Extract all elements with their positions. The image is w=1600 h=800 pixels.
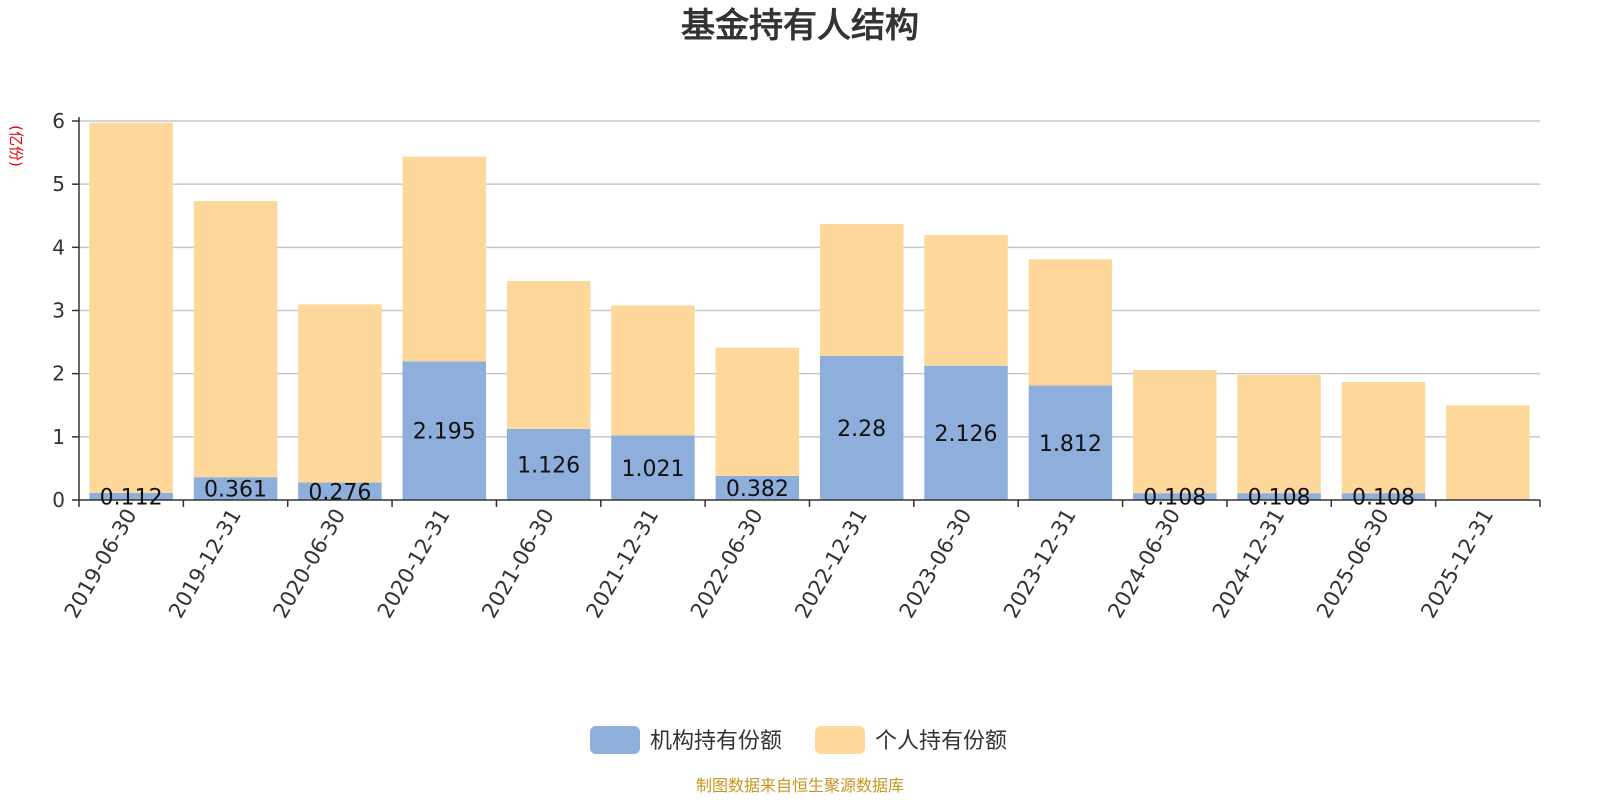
bar-institutional <box>298 482 382 500</box>
bar-individual <box>402 156 486 362</box>
y-tick-label: 3 <box>52 299 65 323</box>
bar-individual <box>1446 405 1530 500</box>
x-tick-label: 2021-06-30 <box>477 505 559 623</box>
legend-swatch <box>815 726 865 754</box>
x-tick-label: 2024-06-30 <box>1103 505 1185 623</box>
legend-label: 个人持有份额 <box>875 729 1007 754</box>
bar-institutional <box>1028 385 1113 500</box>
data-label: 0.382 <box>726 477 789 502</box>
bar-individual <box>715 347 800 476</box>
bar-institutional <box>193 477 278 500</box>
data-source-note: 制图数据来自恒生聚源数据库 <box>696 776 904 795</box>
bar-institutional <box>402 361 486 500</box>
y-tick-label: 4 <box>52 235 65 259</box>
data-label: 1.812 <box>1039 432 1102 457</box>
bar-individual <box>924 234 1008 366</box>
bar-individual <box>1028 259 1113 386</box>
data-labels: 0.112 0.361 0.276 2.195 1.126 1.021 0.382 2.28 2… <box>100 417 1415 511</box>
y-tick-label: 0 <box>52 488 65 512</box>
data-label: 1.021 <box>621 457 684 482</box>
bar-individual <box>611 305 695 436</box>
y-tick-label: 1 <box>52 425 65 449</box>
bar-individual <box>89 122 173 493</box>
data-label: 0.112 <box>100 485 163 510</box>
bar-institutional <box>506 428 591 500</box>
data-label: 0.108 <box>1248 486 1311 511</box>
bar-individual <box>1341 382 1426 494</box>
bar-individual <box>1133 370 1217 494</box>
x-tick-label: 2019-06-30 <box>60 505 142 623</box>
x-tick-label: 2024-12-31 <box>1208 505 1290 623</box>
bar-individual <box>298 304 382 483</box>
bar-institutional <box>611 435 695 500</box>
bar-institutional <box>89 492 173 500</box>
bar-individual <box>193 201 278 478</box>
data-label: 0.108 <box>1143 486 1206 511</box>
data-label: 0.361 <box>204 478 267 503</box>
legend-label: 机构持有份额 <box>650 729 782 754</box>
x-tick-label: 2022-06-30 <box>686 505 768 623</box>
bars <box>89 122 1530 500</box>
x-tick-label: 2020-06-30 <box>268 505 350 623</box>
data-label: 2.28 <box>837 417 886 442</box>
x-tick-label: 2020-12-31 <box>373 505 455 623</box>
bar-institutional <box>715 475 800 500</box>
data-label: 1.126 <box>517 453 580 478</box>
bar-institutional <box>1133 493 1217 500</box>
bar-individual <box>1237 375 1321 494</box>
x-tick-label: 2025-12-31 <box>1416 505 1498 623</box>
y-tick-label: 2 <box>52 362 65 386</box>
bar-institutional <box>819 355 904 500</box>
y-tick-label: 6 <box>52 109 65 133</box>
data-label: 0.108 <box>1352 486 1415 511</box>
bar-institutional <box>1237 493 1321 500</box>
data-label: 2.195 <box>413 420 476 445</box>
bar-institutional <box>924 365 1008 500</box>
bar-individual <box>506 281 591 429</box>
x-tick-label: 2021-12-31 <box>581 505 663 623</box>
legend-swatch <box>590 726 640 754</box>
y-tick-label: 5 <box>52 172 65 196</box>
chart-title: 基金持有人结构 <box>681 6 919 46</box>
x-tick-label: 2019-12-31 <box>164 505 246 623</box>
data-label: 2.126 <box>935 422 998 447</box>
legend: 机构持有份额 个人持有份额 <box>590 726 1007 754</box>
data-label: 0.276 <box>308 480 371 505</box>
bar-institutional <box>1341 493 1426 500</box>
x-tick-label: 2023-06-30 <box>895 504 977 622</box>
bar-individual <box>819 223 904 356</box>
x-tick-label: 2023-12-31 <box>999 505 1081 623</box>
x-tick-label: 2025-06-30 <box>1312 505 1394 623</box>
x-tick-label: 2022-12-31 <box>790 505 872 623</box>
y-axis-unit: (亿份) <box>7 125 25 167</box>
